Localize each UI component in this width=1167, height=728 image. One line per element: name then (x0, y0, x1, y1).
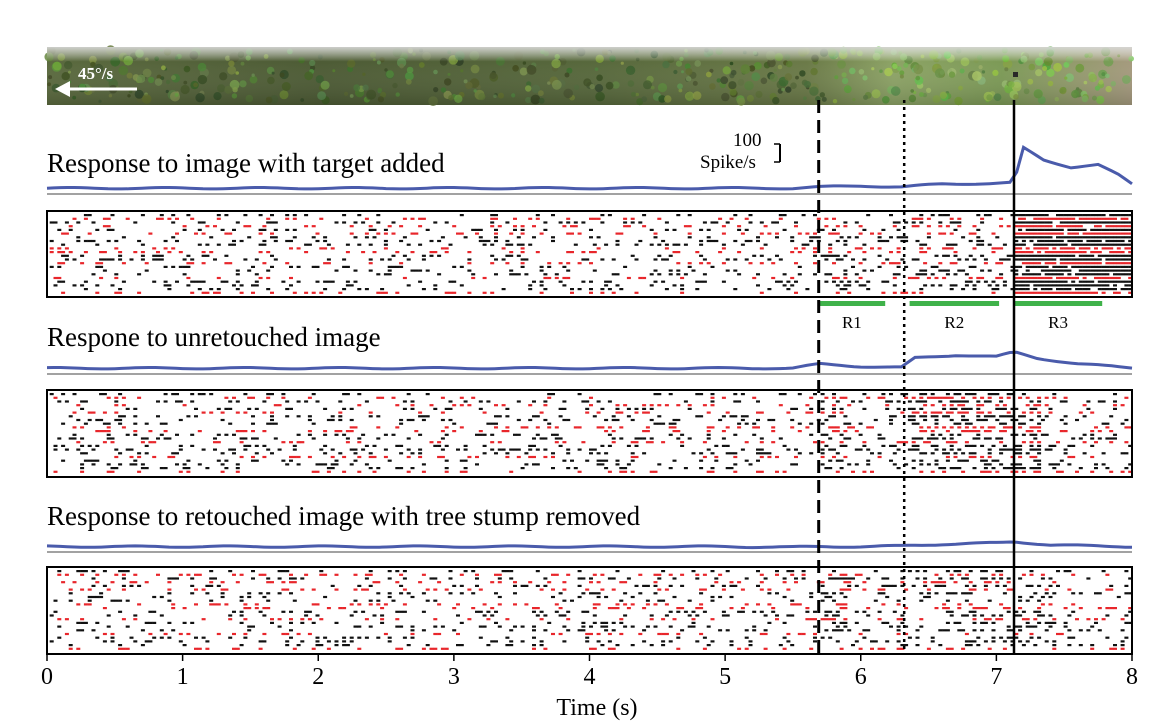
scale-bar-unit: Spike/s (700, 152, 756, 173)
x-tick-label: 3 (448, 664, 460, 690)
response-window-bar (1014, 301, 1103, 306)
response-window-label: R2 (944, 313, 964, 332)
raster-condition-2 (49, 393, 1133, 473)
response-window-bar (818, 301, 886, 306)
response-window-bar (909, 301, 1000, 306)
condition-1-title: Response to image with target added (47, 148, 445, 178)
x-tick-label: 5 (719, 664, 731, 690)
x-tick-label: 0 (41, 664, 53, 690)
x-axis-label: Time (s) (556, 695, 637, 721)
scale-bar: 100 Spike/s (700, 130, 781, 173)
response-window-label: R3 (1048, 313, 1068, 332)
x-tick-label: 4 (584, 664, 596, 690)
x-tick-label: 2 (312, 664, 324, 690)
event-markers (817, 100, 1016, 654)
panorama-image (44, 45, 1134, 106)
scale-bar-value: 100 (733, 130, 762, 151)
condition-2-title: Respone to unretouched image (47, 322, 381, 352)
x-tick-label: 6 (855, 664, 867, 690)
x-axis: 0 1 2 3 4 5 6 7 8 (41, 653, 1138, 690)
raster-condition-3 (49, 570, 1133, 650)
x-tick-label: 8 (1126, 664, 1138, 690)
rate-line-condition-2 (46, 350, 1133, 371)
rate-line-condition-1 (46, 144, 1133, 191)
rate-line-condition-3 (46, 540, 1133, 550)
response-windows: R1 R2 R3 (818, 301, 1103, 332)
x-tick-label: 7 (990, 664, 1002, 690)
speed-indicator: 45°/s (55, 64, 137, 97)
condition-3-title: Response to retouched image with tree st… (47, 501, 641, 531)
response-window-label: R1 (842, 313, 862, 332)
raster-condition-1 (49, 214, 1133, 294)
speed-label: 45°/s (78, 64, 114, 83)
x-tick-label: 1 (177, 664, 189, 690)
